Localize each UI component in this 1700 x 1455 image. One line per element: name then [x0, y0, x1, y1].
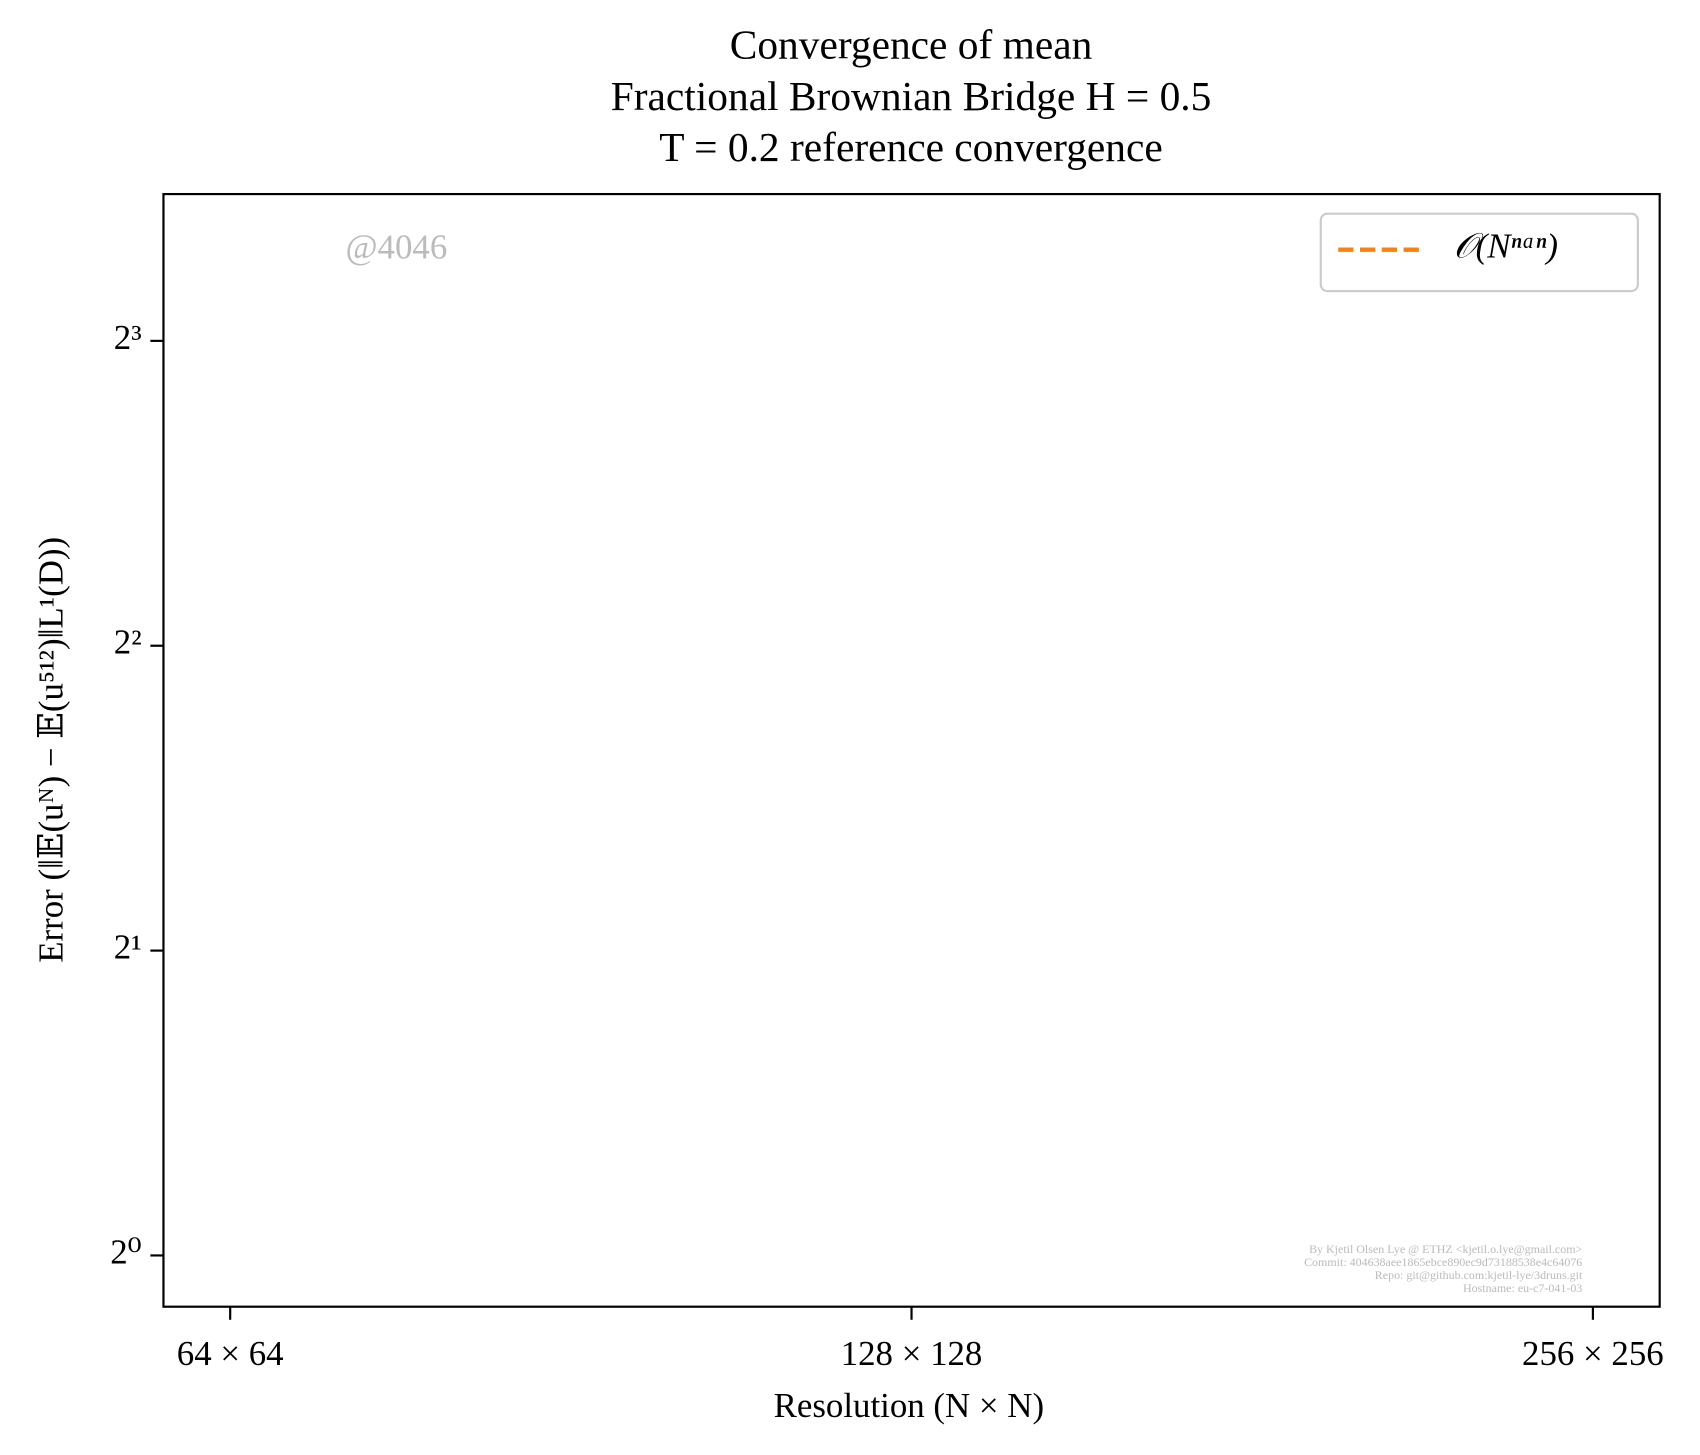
plot-frame — [162, 192, 1661, 1308]
y-tick-label: 2³ — [114, 318, 142, 357]
x-tick-label: 64 × 64 — [177, 1334, 284, 1373]
y-tick-label: 2⁰ — [110, 1232, 141, 1271]
chart-subtitle: T = 0.2 reference convergence — [659, 124, 1162, 170]
x-tick-label: 256 × 256 — [1522, 1334, 1664, 1373]
chart-subtitle: Fractional Brownian Bridge H = 0.5 — [611, 73, 1212, 119]
watermark: @4046 — [345, 228, 447, 267]
footer-note: Commit: 404638aee1865ebce890ec9d73188538… — [1304, 1255, 1582, 1269]
footer-note: Repo: git@github.com:kjetil-lye/3druns.g… — [1375, 1268, 1583, 1282]
y-tick-label: 2¹ — [114, 928, 142, 967]
footer-note: Hostname: eu-c7-041-03 — [1463, 1281, 1582, 1295]
x-axis-label: Resolution (N × N) — [774, 1386, 1044, 1425]
y-tick-label: 2² — [114, 623, 142, 662]
legend-label: 𝒪(Nⁿᵃⁿ) — [1454, 227, 1558, 266]
legend-box — [1319, 212, 1639, 293]
y-axis-label: Error (‖𝔼(uᴺ) − 𝔼(u⁵¹²)‖L¹(D)) — [31, 537, 70, 963]
chart-title: Convergence of mean — [730, 22, 1093, 68]
x-tick-label: 128 × 128 — [841, 1334, 983, 1373]
footer-note: By Kjetil Olsen Lye @ ETHZ <kjetil.o.lye… — [1309, 1242, 1582, 1256]
